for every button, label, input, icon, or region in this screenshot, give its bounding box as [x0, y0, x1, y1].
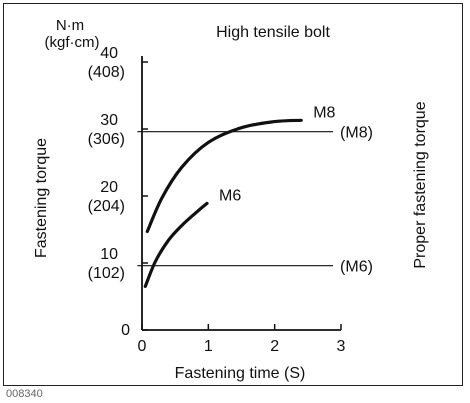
reference-lines: (M8) (M6): [137, 125, 373, 276]
series-line-m8: [145, 118, 303, 234]
figure-frame: [3, 3, 463, 386]
y-tick-label: 10: [100, 246, 118, 263]
reference-line-label: (M6): [340, 259, 373, 276]
y-tick-sublabel: (408): [88, 64, 125, 81]
figure-code: 008340: [6, 388, 43, 400]
series-group: M8 M6: [143, 104, 336, 288]
reference-line-label: (M8): [340, 125, 373, 142]
axes: [141, 56, 341, 331]
ticks: 0 10 (102) 20 (204) 30 (306) 40 (408) 0 1 2 3: [88, 45, 346, 355]
y-tick-label: 30: [100, 112, 118, 129]
y-tick-sublabel: (204): [88, 198, 125, 215]
series-label-m6: M6: [219, 187, 241, 204]
x-tick-label: 0: [138, 338, 147, 355]
series-line-m6: [143, 201, 209, 288]
y-tick-sublabel: (102): [88, 265, 125, 282]
chart-title: High tensile bolt: [216, 24, 330, 41]
x-axis-title: Fastening time (S): [175, 365, 306, 382]
x-tick-label: 3: [337, 338, 346, 355]
x-tick-label: 2: [270, 338, 279, 355]
y-unit-secondary: (kgf·cm): [45, 34, 100, 51]
y-tick-label: 40: [100, 45, 118, 62]
y-tick-sublabel: (306): [88, 131, 125, 148]
right-axis-title: Proper fastening torque: [412, 101, 429, 268]
y-axis-title: Fastening torque: [33, 138, 50, 258]
x-tick-label: 1: [204, 338, 213, 355]
y-tick-label: 0: [121, 322, 130, 339]
series-label-m8: M8: [313, 104, 335, 121]
y-tick-label: 20: [100, 179, 118, 196]
y-unit-primary: N·m: [56, 17, 84, 34]
